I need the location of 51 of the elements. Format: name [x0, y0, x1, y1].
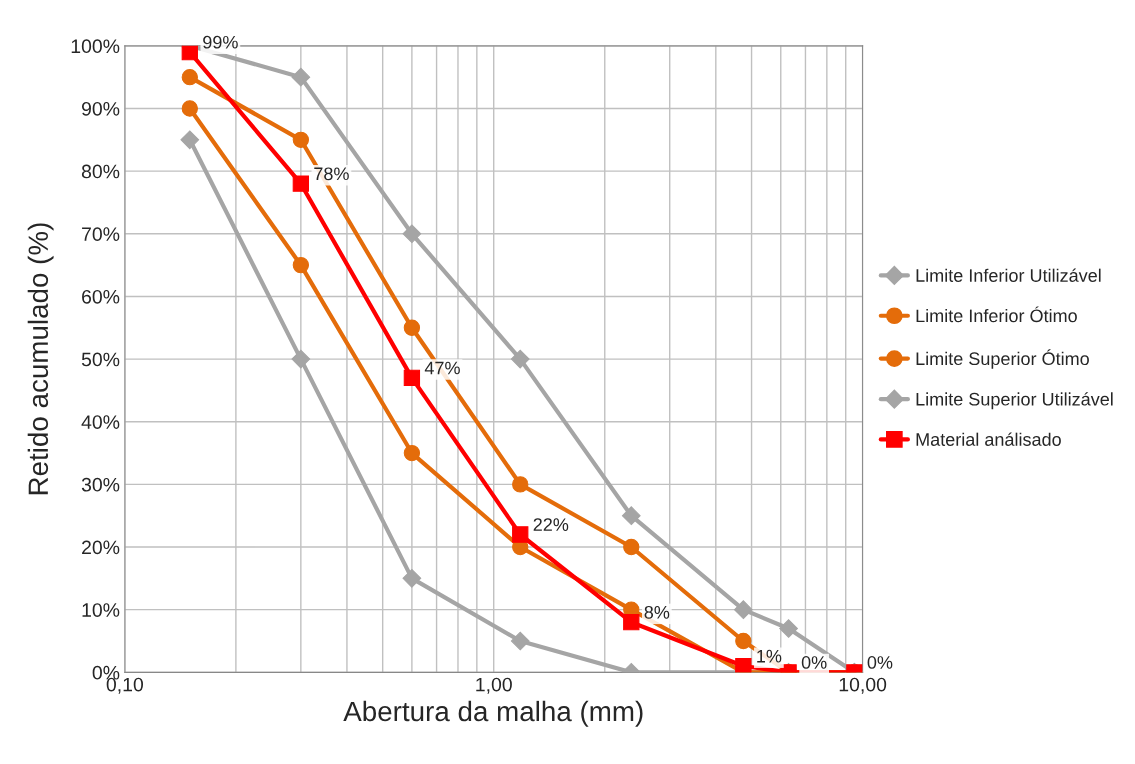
y-tick-label: 20%	[82, 540, 120, 555]
point	[402, 568, 422, 588]
point	[512, 476, 529, 493]
point	[735, 657, 752, 673]
point	[181, 100, 198, 117]
y-tick-label: 90%	[81, 101, 120, 116]
x-axis-title: Abertura da malha (mm)	[343, 700, 643, 727]
point	[403, 319, 421, 336]
point	[510, 631, 530, 651]
point	[292, 131, 310, 148]
data-label: 0%	[801, 656, 827, 669]
point	[402, 224, 422, 244]
y-tick-label: 60%	[82, 289, 120, 304]
point	[403, 369, 421, 387]
legend-label: Limite Inferior Ótimo	[916, 306, 1077, 323]
x-tick-label: 10,00	[839, 677, 887, 694]
point	[623, 614, 640, 631]
point	[621, 506, 641, 526]
point	[510, 349, 530, 369]
x-tick-label: 1,00	[476, 677, 512, 694]
point	[180, 130, 200, 150]
data-label: 47%	[424, 361, 460, 375]
point	[291, 349, 311, 369]
legend-label: Limite Inferior Utilizável	[916, 268, 1101, 282]
y-tick-label: 10%	[82, 603, 120, 617]
data-label: 1%	[757, 649, 782, 663]
point	[733, 600, 753, 620]
point	[512, 526, 529, 543]
data-label: 99%	[203, 35, 238, 49]
point	[735, 632, 752, 650]
point	[181, 69, 198, 86]
legend-label: Limite Superior Ótimo	[916, 349, 1089, 369]
y-tick-label: 100%	[71, 39, 120, 54]
point	[292, 175, 310, 192]
y-axis-title: Retido acumulado (%)	[27, 223, 54, 495]
point	[403, 444, 421, 462]
data-label: 22%	[533, 518, 569, 531]
y-tick-label: 80%	[81, 164, 120, 179]
point	[291, 67, 311, 87]
y-tick-label: 70%	[82, 227, 120, 242]
data-label: 0%	[867, 656, 893, 669]
point	[292, 256, 310, 274]
y-tick-label: 30%	[81, 477, 120, 492]
legend-label: Limite Superior Utilizável	[916, 392, 1113, 410]
legend-label: Material análisado	[916, 432, 1061, 446]
y-tick-label: 50%	[81, 352, 120, 367]
y-tick-label: 40%	[81, 415, 120, 429]
data-label: 8%	[644, 605, 670, 619]
point	[623, 538, 640, 556]
point	[181, 45, 198, 61]
data-label: 78%	[314, 167, 349, 181]
